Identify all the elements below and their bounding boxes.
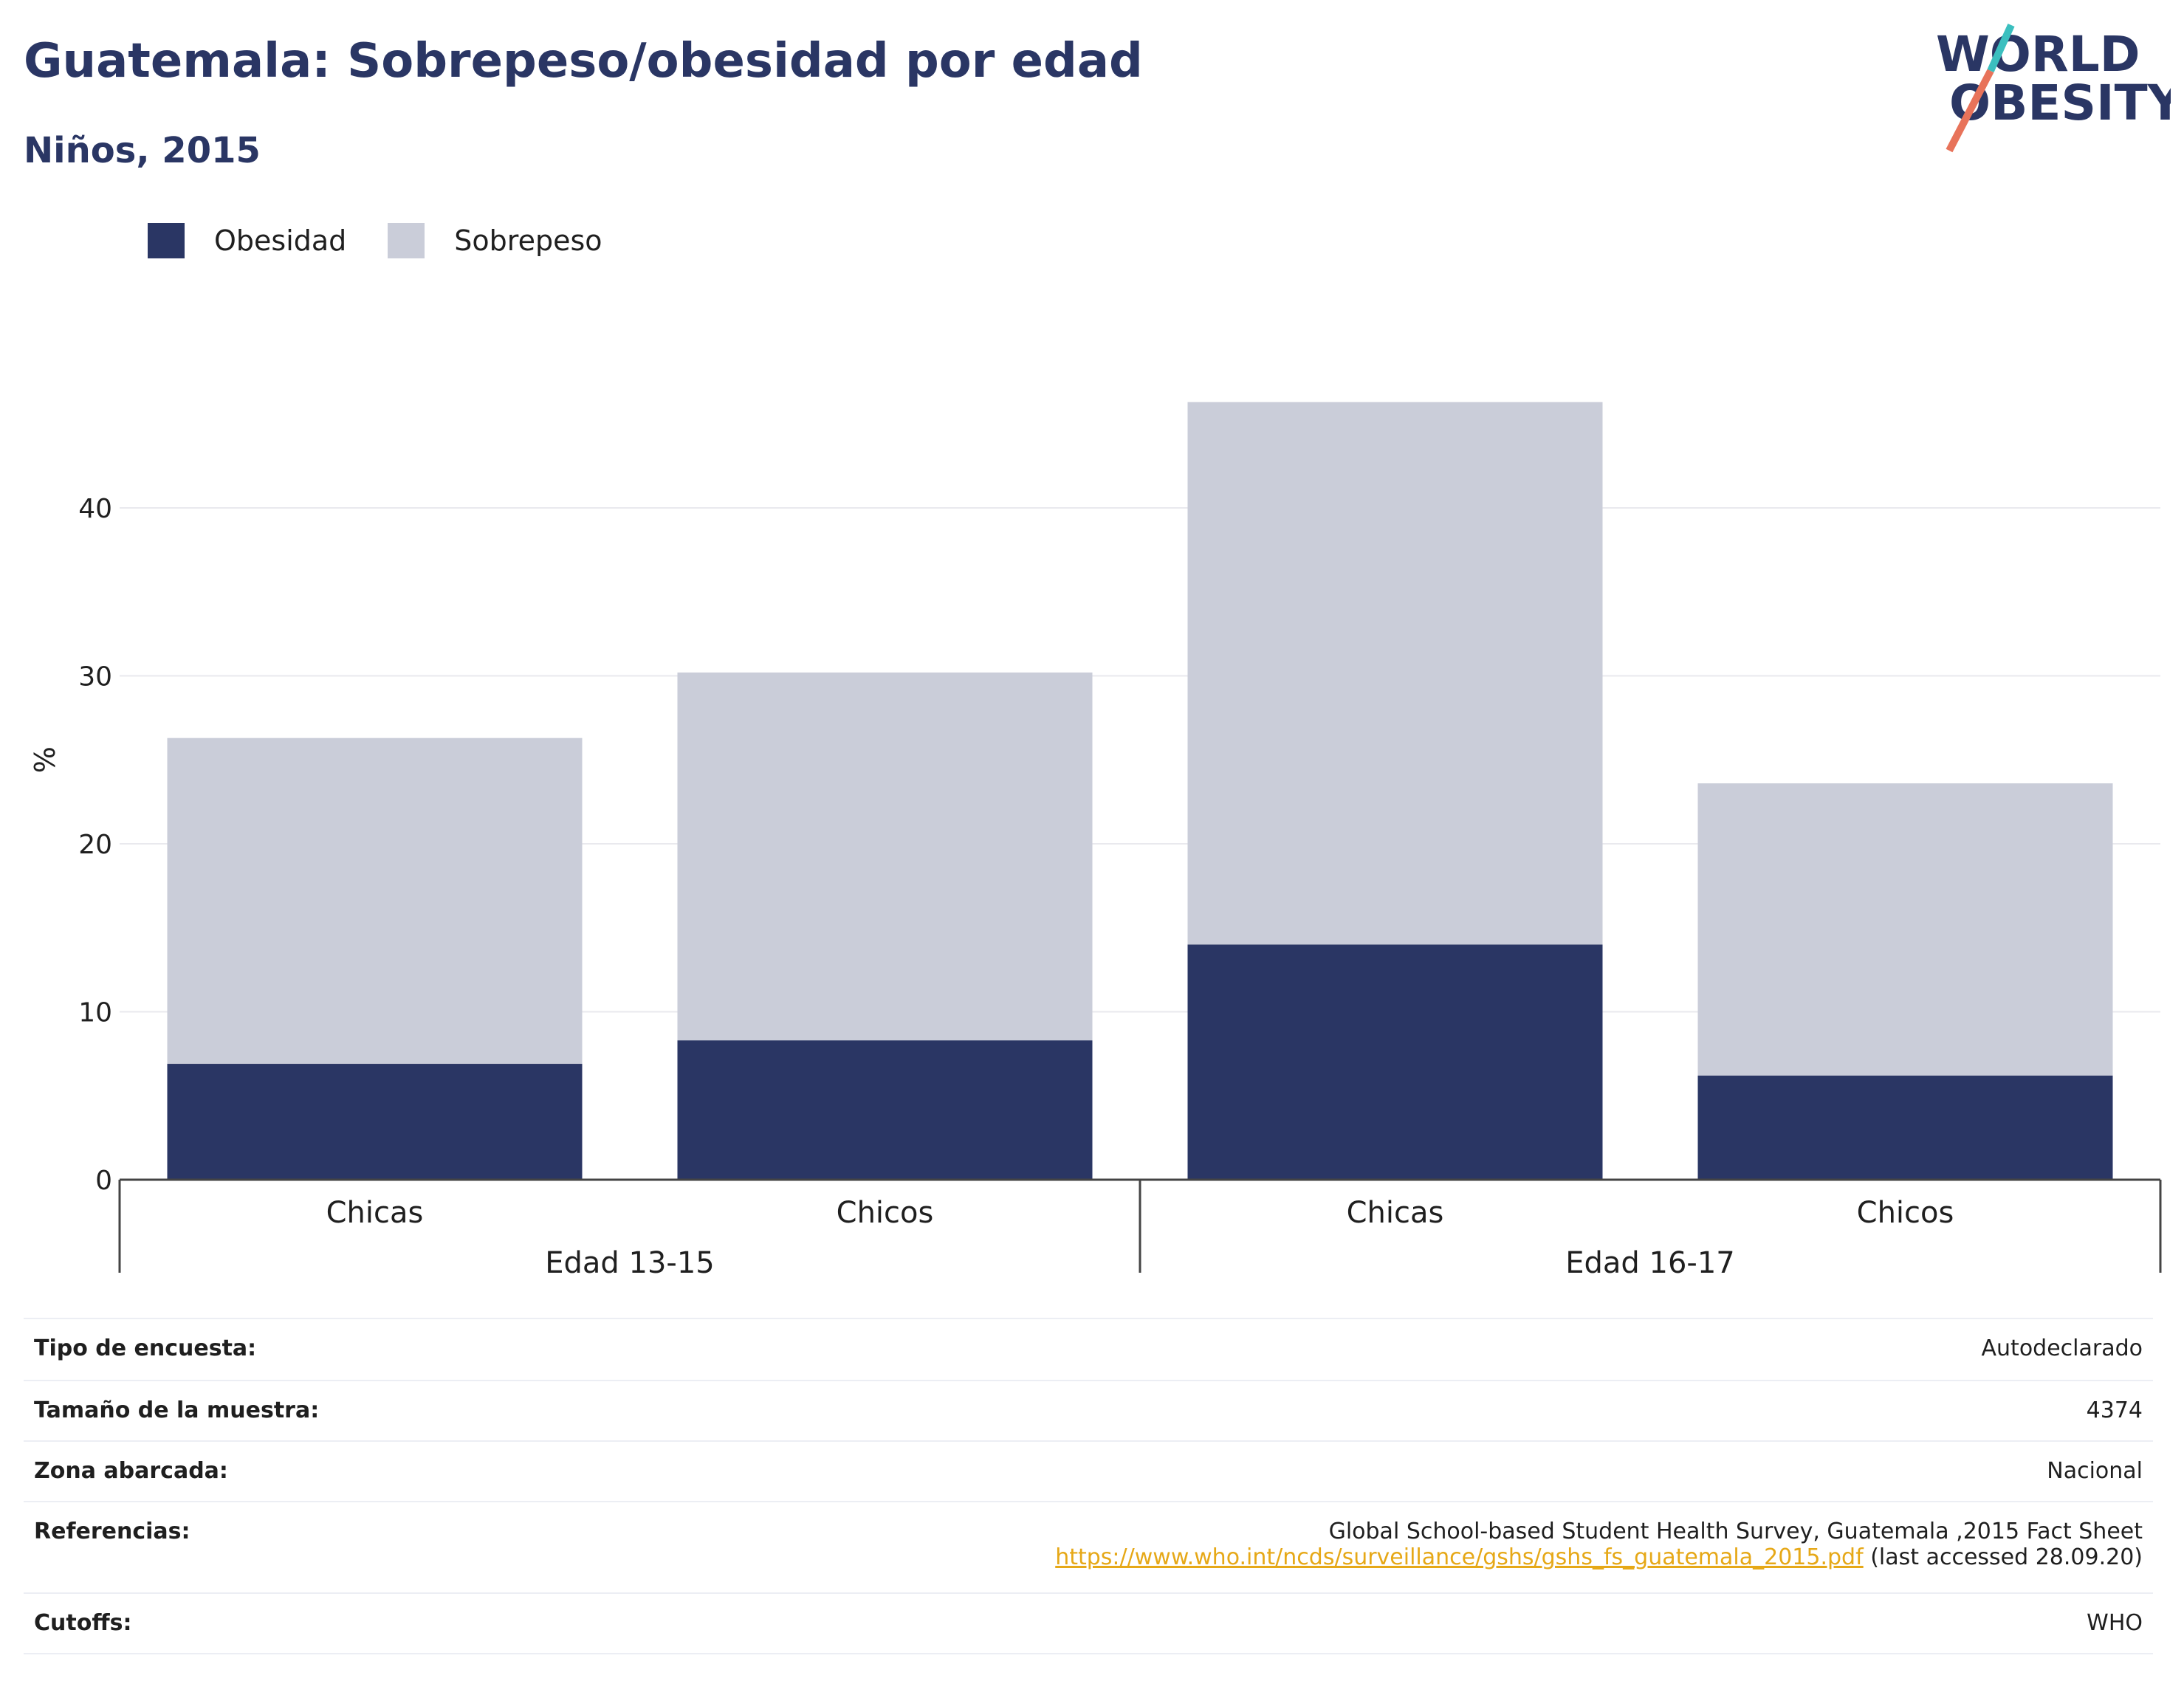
info-label-referencias: Referencias: bbox=[34, 1519, 190, 1544]
bar-obesidad[interactable] bbox=[1187, 944, 1603, 1180]
legend-item-sobrepeso[interactable]: Sobrepeso bbox=[388, 223, 602, 258]
bar-sobrepeso[interactable] bbox=[677, 672, 1093, 1041]
info-row-referencias: Referencias: Global School-based Student… bbox=[24, 1501, 2153, 1592]
survey-info-table: Tipo de encuesta: Autodeclarado Tamaño d… bbox=[24, 1318, 2153, 1654]
bar-sobrepeso[interactable] bbox=[167, 738, 583, 1065]
group-label: Edad 13-15 bbox=[545, 1246, 715, 1280]
x-tick-label: Chicas bbox=[1347, 1196, 1444, 1230]
logo-slash-top bbox=[1987, 23, 2015, 73]
info-label-tipo: Tipo de encuesta: bbox=[34, 1335, 257, 1361]
world-obesity-logo: WORLD OBESITY bbox=[1936, 23, 2171, 153]
y-tick-label: 0 bbox=[95, 1166, 112, 1196]
info-value-cutoffs: WHO bbox=[2087, 1610, 2143, 1636]
info-label-cutoffs: Cutoffs: bbox=[34, 1610, 132, 1636]
x-tick-label: Chicos bbox=[1857, 1196, 1954, 1230]
y-tick-label: 30 bbox=[78, 662, 112, 692]
x-tick-label: Chicos bbox=[837, 1196, 934, 1230]
info-value-zona: Nacional bbox=[2047, 1458, 2143, 1484]
legend-swatch-sobrepeso bbox=[388, 223, 425, 258]
info-value-referencias: Global School-based Student Health Surve… bbox=[1055, 1519, 2143, 1592]
bar-obesidad[interactable] bbox=[1697, 1075, 2113, 1180]
info-value-tipo: Autodeclarado bbox=[1981, 1335, 2143, 1361]
stacked-bar-chart: 0 10 20 30 40% Chicas Chicos Chicas Chicos Edad 1… bbox=[29, 402, 2162, 1280]
legend-label-sobrepeso: Sobrepeso bbox=[454, 224, 602, 257]
legend-label-obesidad: Obesidad bbox=[214, 224, 347, 257]
y-tick-label: 10 bbox=[78, 998, 112, 1028]
y-tick-label: 40 bbox=[78, 494, 112, 524]
info-row-zona: Zona abarcada: Nacional bbox=[24, 1440, 2153, 1501]
bar-obesidad[interactable] bbox=[677, 1040, 1093, 1180]
info-label-muestra: Tamaño de la muestra: bbox=[34, 1397, 320, 1423]
logo-line1: WORLD bbox=[1936, 26, 2140, 83]
chart-legend: Obesidad Sobrepeso bbox=[148, 221, 644, 260]
info-row-muestra: Tamaño de la muestra: 4374 bbox=[24, 1380, 2153, 1440]
info-value-muestra: 4374 bbox=[2086, 1397, 2143, 1423]
bar-sobrepeso[interactable] bbox=[1697, 783, 2113, 1076]
logo-slash-bottom bbox=[1946, 69, 1994, 153]
legend-item-obesidad[interactable]: Obesidad bbox=[148, 223, 346, 258]
reference-link[interactable]: https://www.who.int/ncds/surveillance/gs… bbox=[1055, 1544, 1864, 1570]
legend-swatch-obesidad bbox=[148, 223, 185, 258]
info-label-zona: Zona abarcada: bbox=[34, 1458, 228, 1484]
page-subtitle: Niños, 2015 bbox=[24, 130, 261, 171]
info-row-cutoffs: Cutoffs: WHO bbox=[24, 1592, 2153, 1654]
x-tick-label: Chicas bbox=[326, 1196, 424, 1230]
group-label: Edad 16-17 bbox=[1565, 1246, 1735, 1280]
page-title: Guatemala: Sobrepeso/obesidad por edad bbox=[24, 34, 1143, 89]
bar-obesidad[interactable] bbox=[167, 1064, 583, 1180]
reference-note: (last accessed 28.09.20) bbox=[1870, 1544, 2143, 1570]
info-row-tipo: Tipo de encuesta: Autodeclarado bbox=[24, 1318, 2153, 1380]
reference-text: Global School-based Student Health Surve… bbox=[1328, 1519, 2143, 1544]
y-tick-label: 20 bbox=[78, 830, 112, 860]
bar-sobrepeso[interactable] bbox=[1187, 402, 1603, 945]
y-axis-label: % bbox=[29, 746, 61, 773]
